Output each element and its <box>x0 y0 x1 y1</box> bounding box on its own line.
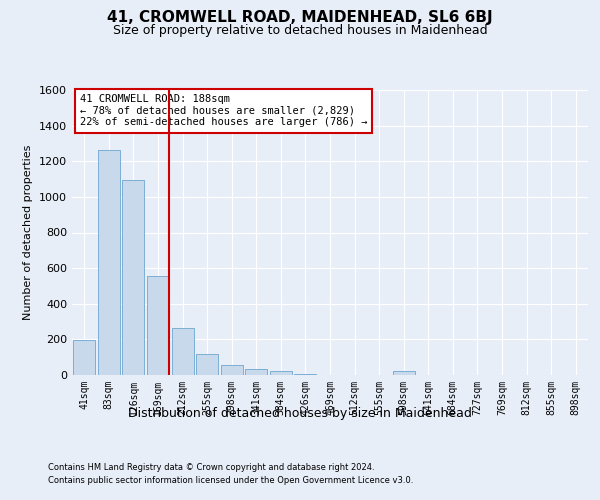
Text: Size of property relative to detached houses in Maidenhead: Size of property relative to detached ho… <box>113 24 487 37</box>
Text: Distribution of detached houses by size in Maidenhead: Distribution of detached houses by size … <box>128 408 472 420</box>
Text: Contains HM Land Registry data © Crown copyright and database right 2024.: Contains HM Land Registry data © Crown c… <box>48 462 374 471</box>
Y-axis label: Number of detached properties: Number of detached properties <box>23 145 34 320</box>
Bar <box>147 276 169 375</box>
Text: 41, CROMWELL ROAD, MAIDENHEAD, SL6 6BJ: 41, CROMWELL ROAD, MAIDENHEAD, SL6 6BJ <box>107 10 493 25</box>
Bar <box>295 374 316 375</box>
Text: 41 CROMWELL ROAD: 188sqm
← 78% of detached houses are smaller (2,829)
22% of sem: 41 CROMWELL ROAD: 188sqm ← 78% of detach… <box>80 94 367 128</box>
Bar <box>98 150 120 375</box>
Bar <box>221 364 243 375</box>
Text: Contains public sector information licensed under the Open Government Licence v3: Contains public sector information licen… <box>48 476 413 485</box>
Bar <box>122 180 145 375</box>
Bar <box>73 340 95 375</box>
Bar <box>392 372 415 375</box>
Bar <box>270 372 292 375</box>
Bar <box>172 328 194 375</box>
Bar <box>196 354 218 375</box>
Bar <box>245 370 268 375</box>
